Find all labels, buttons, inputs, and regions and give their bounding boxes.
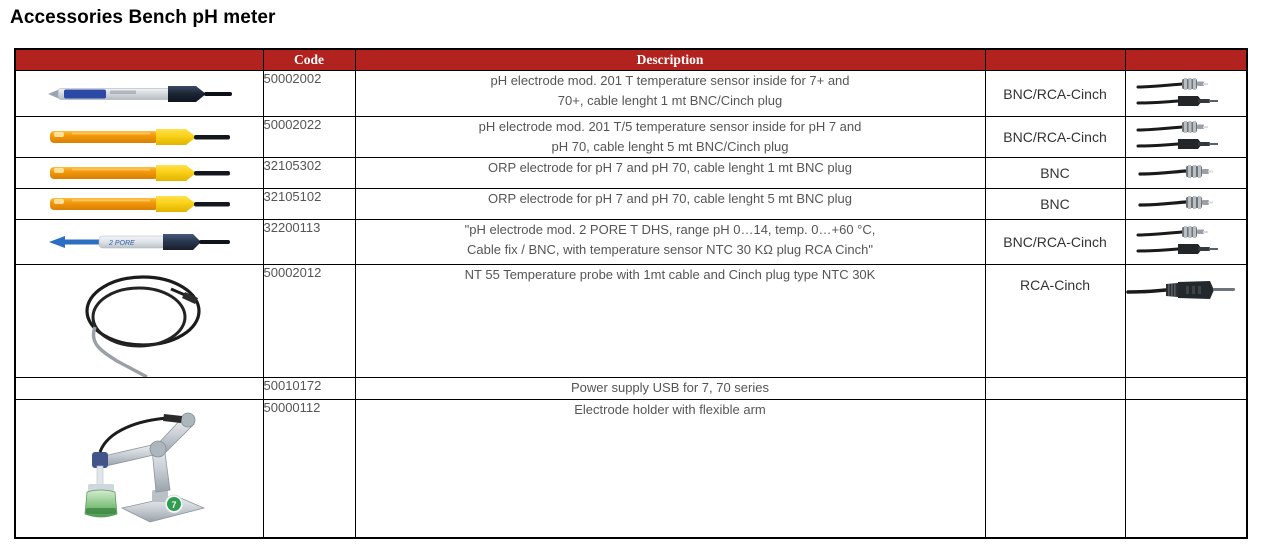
ph-electrode-orange-icon	[50, 165, 231, 181]
description-line: 70+, cable lenght 1 mt BNC/Cinch plug	[557, 93, 783, 108]
product-code-cell: 50002022	[262, 116, 356, 158]
ph-electrode-orange-icon	[50, 196, 231, 212]
product-description-cell: ORP electrode for pH 7 and pH 70, cable …	[354, 157, 986, 189]
connector-type-cell: BNC/RCA-Cinch	[984, 70, 1126, 117]
product-image-cell	[14, 116, 264, 158]
table-header: Code Description	[14, 48, 1248, 71]
ph-electrode-2-pore-dhs-icon: 2 PORE	[48, 234, 230, 250]
connector-image-cell	[1124, 157, 1248, 189]
product-code-cell: 32200113	[262, 219, 356, 265]
description-line: "pH electrode mod. 2 PORE T DHS, range p…	[464, 222, 876, 237]
connector-type-cell: BNC/RCA-Cinch	[984, 116, 1126, 158]
description-line: pH electrode mod. 201 T temperature sens…	[490, 73, 850, 88]
bnc-plug-icon	[1138, 196, 1213, 209]
column-header-code: Code	[262, 48, 356, 71]
table-row: 50002022 pH electrode mod. 201 T/5 temper…	[14, 116, 1248, 158]
bnc-and-rca-cinch-plug-icon	[1136, 121, 1218, 149]
connector-image-cell	[1124, 70, 1248, 117]
connector-image-cell	[1124, 188, 1248, 220]
description-line: pH electrode mod. 201 T/5 temperature se…	[478, 119, 862, 134]
product-description-cell: Power supply USB for 7, 70 series	[354, 377, 986, 400]
bnc-and-rca-cinch-plug-icon	[1136, 77, 1218, 106]
svg-text:2 PORE: 2 PORE	[108, 240, 135, 247]
product-image-cell	[14, 377, 264, 400]
product-code-cell: 50002012	[262, 264, 356, 378]
table-row: 50002012 NT 55 Temperature probe with 1mt…	[14, 264, 1248, 378]
bnc-plug-icon	[1138, 165, 1213, 178]
description-line: ORP electrode for pH 7 and pH 70, cable …	[488, 160, 852, 175]
product-image-cell	[14, 70, 264, 117]
table-row: 2 PORE 32200113 "pH electrode mod. 2 PORE…	[14, 219, 1248, 265]
connector-image-cell	[1124, 399, 1248, 538]
description-line: NT 55 Temperature probe with 1mt cable a…	[464, 267, 876, 282]
table-header-row: Code Description	[14, 48, 1248, 71]
product-description-cell: "pH electrode mod. 2 PORE T DHS, range p…	[354, 219, 986, 265]
connector-image-cell	[1124, 219, 1248, 265]
connector-type-cell: BNC	[984, 188, 1126, 220]
electrode-holder-flexible-arm-icon: 7	[84, 412, 206, 523]
product-code-cell: 32105102	[262, 188, 356, 220]
product-image-cell	[14, 188, 264, 220]
connector-type-cell: BNC	[984, 157, 1126, 189]
description-line: ORP electrode for pH 7 and pH 70, cable …	[488, 191, 852, 206]
description-line: pH 70, cable lenght 5 mt BNC/Cinch plug	[551, 139, 789, 154]
column-header-image	[14, 48, 264, 71]
ph-electrode-orange-icon	[50, 129, 231, 145]
product-code-cell: 50002002	[262, 70, 356, 117]
rca-cinch-plug-icon	[1125, 281, 1235, 299]
connector-type-cell: RCA-Cinch	[984, 264, 1126, 378]
product-description-cell: NT 55 Temperature probe with 1mt cable a…	[354, 264, 986, 378]
product-description-cell: Electrode holder with flexible arm	[354, 399, 986, 538]
product-image-cell: 2 PORE	[14, 219, 264, 265]
description-line: Electrode holder with flexible arm	[574, 402, 766, 417]
product-code-cell: 32105302	[262, 157, 356, 189]
table-row: 32105102 ORP electrode for pH 7 and pH 70…	[14, 188, 1248, 220]
product-code-cell: 50000112	[262, 399, 356, 538]
connector-type-cell	[984, 377, 1126, 400]
page-title: Accessories Bench pH meter	[10, 7, 276, 28]
column-header-type	[984, 48, 1126, 71]
description-line: Cable fix / BNC, with temperature sensor…	[467, 242, 873, 257]
product-description-cell: pH electrode mod. 201 T/5 temperature se…	[354, 116, 986, 158]
product-image-cell	[14, 157, 264, 189]
table-row: 50002002 pH electrode mod. 201 T temperat…	[14, 70, 1248, 117]
column-header-description: Description	[354, 48, 986, 71]
column-header-plug	[1124, 48, 1248, 71]
product-image-cell	[14, 264, 264, 378]
table-row: 7 50000112 Electrode holder with flexible…	[14, 399, 1248, 538]
accessories-table: Code Description 50002002 pH electrode mo…	[14, 48, 1248, 539]
description-line: Power supply USB for 7, 70 series	[571, 380, 769, 395]
connector-image-cell	[1124, 116, 1248, 158]
connector-type-cell	[984, 399, 1126, 538]
connector-image-cell	[1124, 264, 1248, 378]
bnc-and-rca-cinch-plug-icon	[1136, 226, 1218, 254]
product-description-cell: ORP electrode for pH 7 and pH 70, cable …	[354, 188, 986, 220]
svg-text:7: 7	[172, 500, 177, 510]
product-code-cell: 50010172	[262, 377, 356, 400]
connector-image-cell	[1124, 377, 1248, 400]
ph-electrode-blue-glass-icon	[48, 85, 233, 102]
catalog-table-container: Code Description 50002002 pH electrode mo…	[14, 48, 1248, 539]
table-body: 50002002 pH electrode mod. 201 T temperat…	[14, 70, 1248, 538]
temperature-probe-nt55-icon	[85, 275, 201, 377]
connector-type-cell: BNC/RCA-Cinch	[984, 219, 1126, 265]
product-description-cell: pH electrode mod. 201 T temperature sens…	[354, 70, 986, 117]
table-row: 32105302 ORP electrode for pH 7 and pH 70…	[14, 157, 1248, 189]
product-image-cell: 7	[14, 399, 264, 538]
table-row: 50010172 Power supply USB for 7, 70 serie…	[14, 377, 1248, 400]
